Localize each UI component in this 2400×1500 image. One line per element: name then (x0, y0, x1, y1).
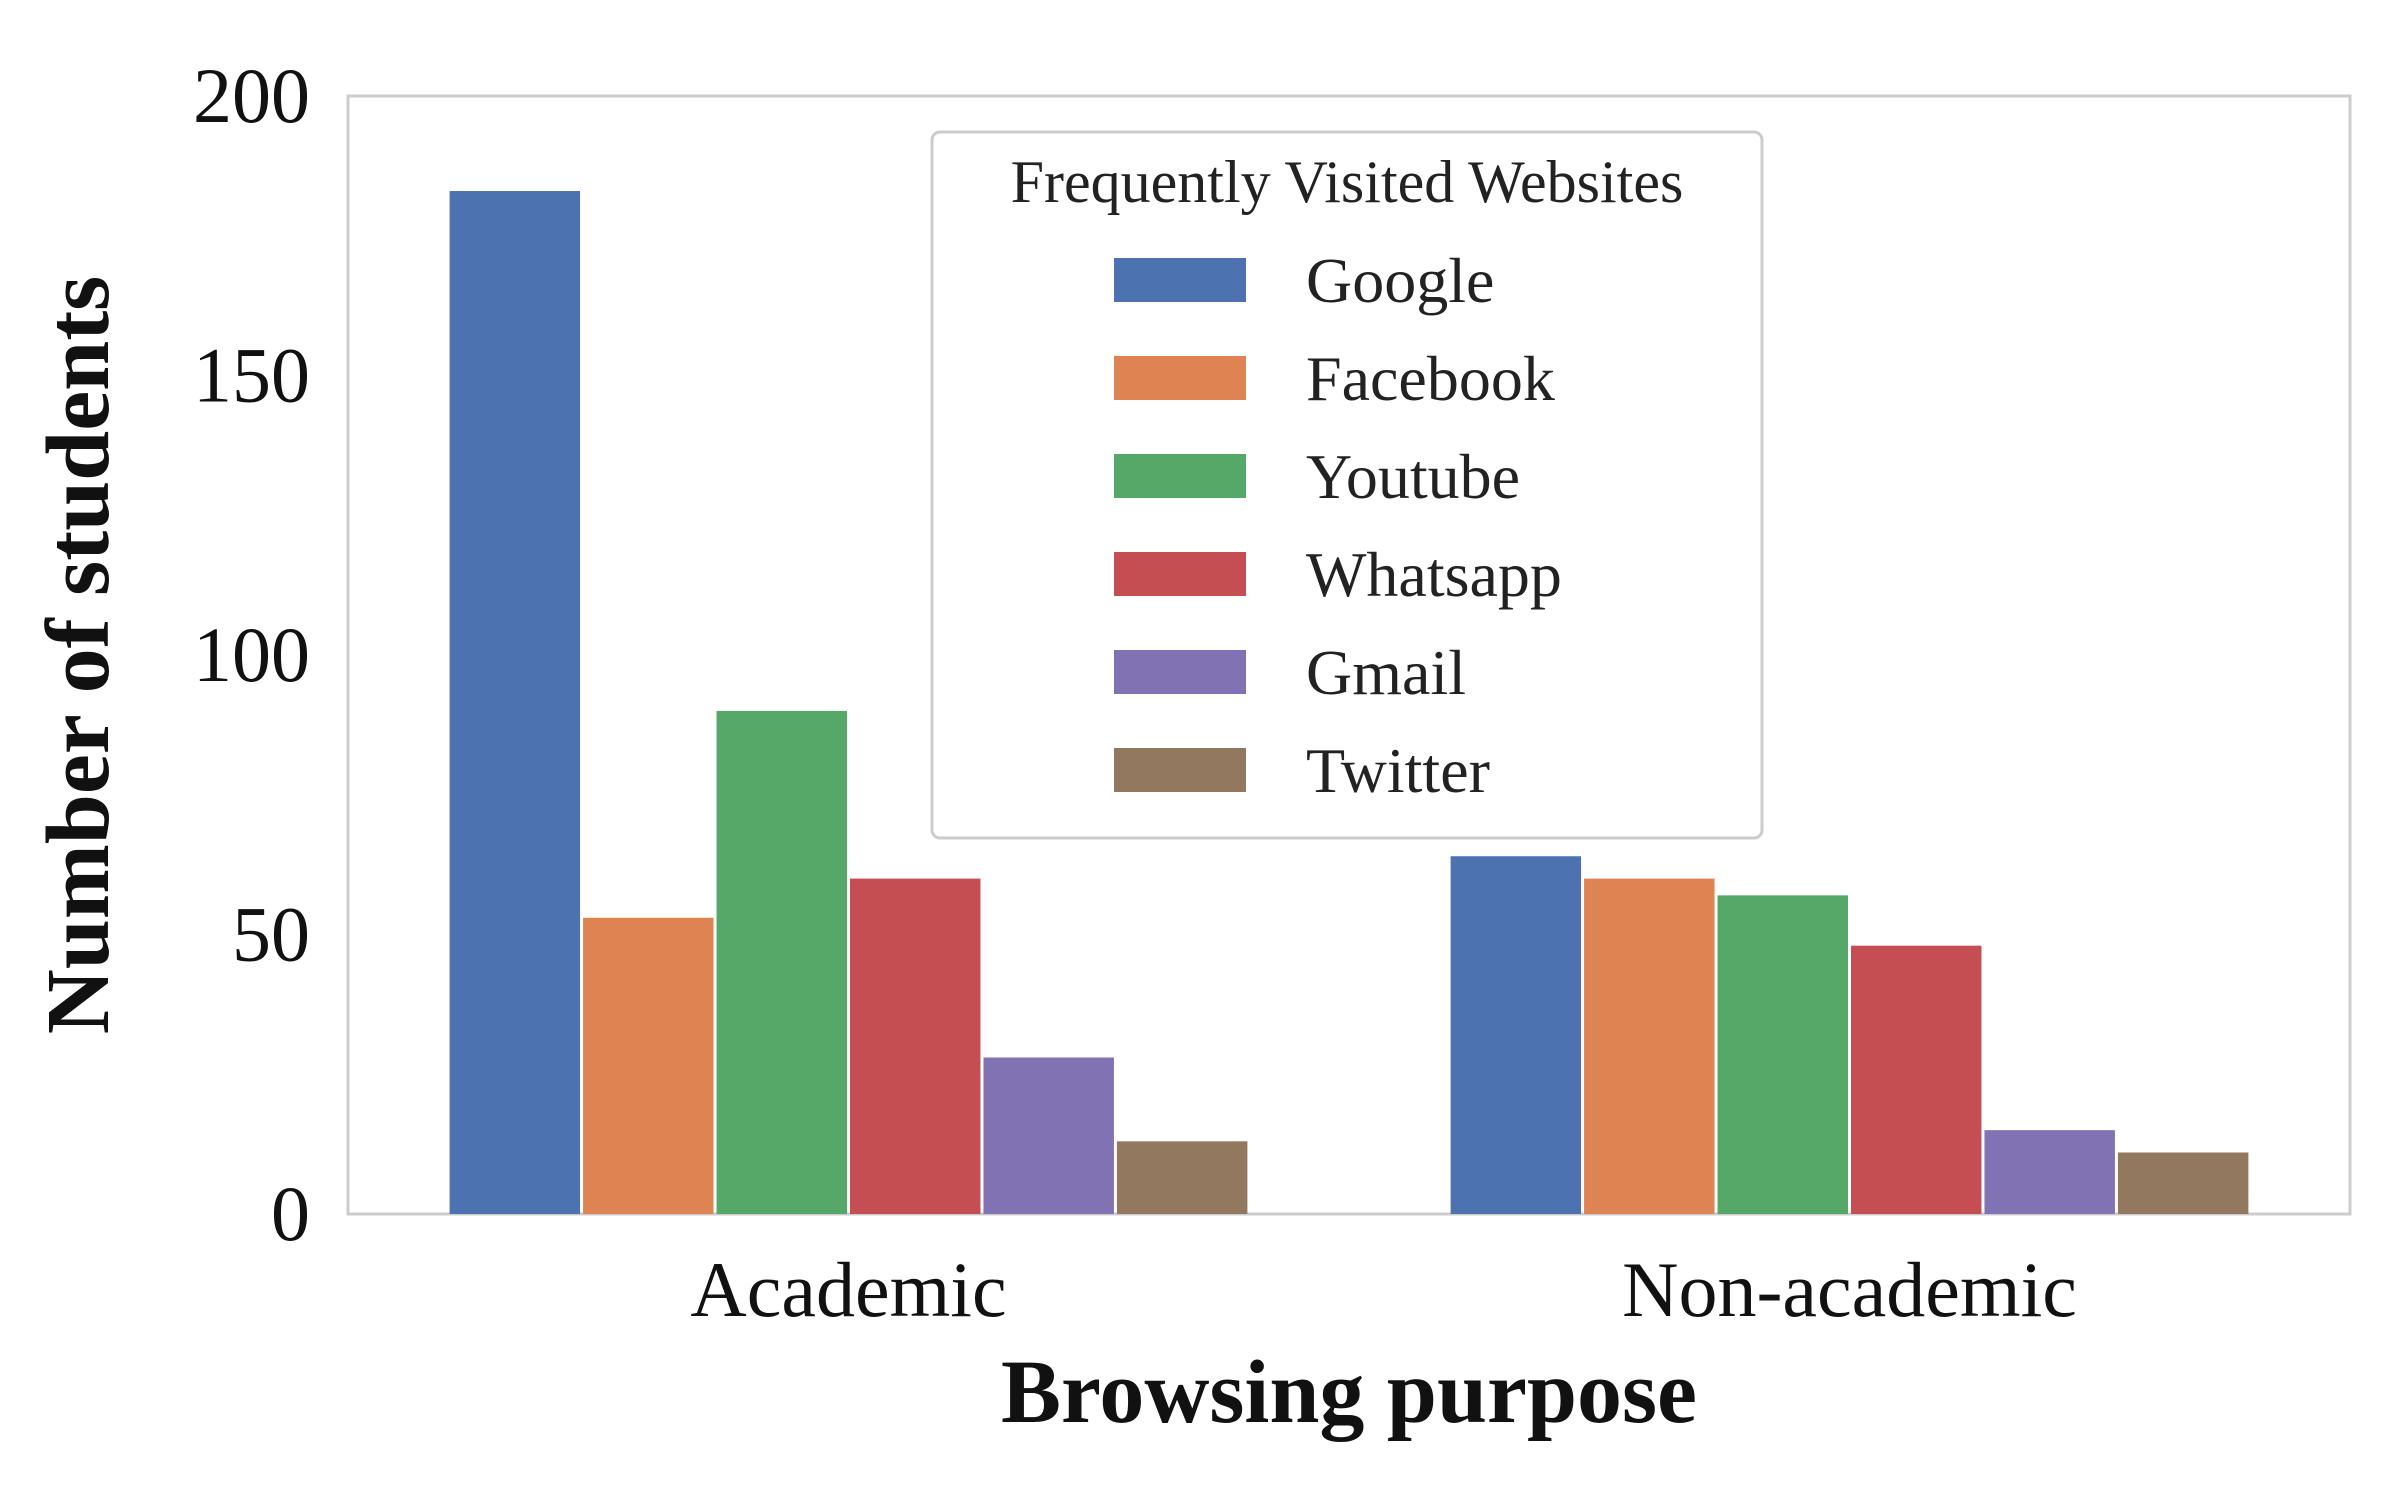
legend-swatch (1114, 552, 1246, 596)
x-tick-label: Academic (690, 1246, 1006, 1333)
legend-title: Frequently Visited Websites (1011, 149, 1684, 215)
legend-swatch (1114, 650, 1246, 694)
bar-youtube-academic (716, 710, 847, 1214)
y-ticks: 0 50 100 150 200 (193, 52, 310, 1257)
y-tick-label: 50 (232, 891, 310, 978)
bar-google-non-academic (1450, 856, 1582, 1214)
x-tick-label: Non-academic (1622, 1246, 2077, 1333)
bar-gmail-non-academic (1984, 1130, 2115, 1214)
legend-swatch (1114, 454, 1246, 498)
legend-swatch (1114, 258, 1246, 302)
y-tick-label: 100 (193, 611, 310, 698)
legend-swatch (1114, 356, 1246, 400)
x-ticks: Academic Non-academic (690, 1246, 2076, 1333)
legend-label: Google (1306, 245, 1494, 316)
legend-label: Facebook (1306, 343, 1555, 414)
legend-item-twitter: Twitter (1114, 735, 1490, 806)
legend-item-google: Google (1114, 245, 1494, 316)
bar-twitter-academic (1116, 1141, 1248, 1214)
y-tick-label: 200 (193, 52, 310, 139)
legend-label: Youtube (1306, 441, 1520, 512)
y-tick-label: 0 (271, 1170, 310, 1257)
bar-whatsapp-non-academic (1851, 945, 1982, 1214)
bar-whatsapp-academic (850, 878, 981, 1214)
bars-layer (449, 191, 2249, 1214)
legend-swatch (1114, 748, 1246, 792)
legend-item-youtube: Youtube (1114, 441, 1520, 512)
legend-items: Google Facebook Youtube Whatsapp Gmail Twitte… (1114, 245, 1562, 806)
legend-label: Gmail (1306, 637, 1466, 708)
bar-youtube-non-academic (1717, 895, 1848, 1214)
bar-facebook-non-academic (1584, 878, 1715, 1214)
legend-label: Twitter (1306, 735, 1490, 806)
legend-label: Whatsapp (1306, 539, 1562, 610)
legend-item-whatsapp: Whatsapp (1114, 539, 1562, 610)
y-axis-title: Number of students (29, 276, 128, 1034)
legend: Frequently Visited Websites Google Facebo… (930, 130, 1764, 840)
bar-google-academic (449, 191, 581, 1214)
bar-gmail-academic (983, 1057, 1114, 1214)
legend-item-facebook: Facebook (1114, 343, 1555, 414)
y-tick-label: 150 (193, 332, 310, 419)
bar-twitter-non-academic (2117, 1152, 2249, 1214)
x-axis-title: Browsing purpose (1001, 1343, 1697, 1442)
bar-facebook-academic (583, 917, 714, 1214)
legend-item-gmail: Gmail (1114, 637, 1466, 708)
